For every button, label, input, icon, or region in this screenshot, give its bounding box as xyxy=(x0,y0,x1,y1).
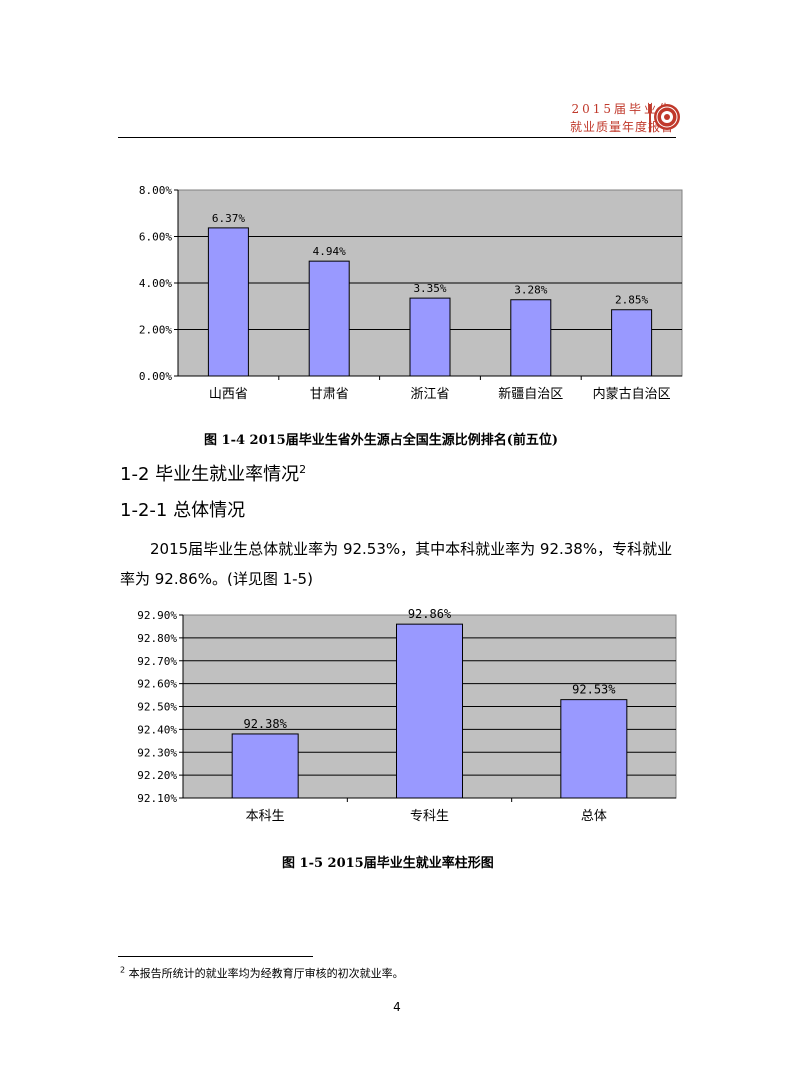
data-label: 92.86% xyxy=(408,607,452,621)
y-tick-label: 92.60% xyxy=(137,678,177,691)
y-tick-label: 92.40% xyxy=(137,723,177,736)
x-tick-label: 山西省 xyxy=(209,387,248,402)
y-tick-label: 4.00% xyxy=(139,277,172,290)
bar xyxy=(409,297,451,377)
y-tick-label: 0.00% xyxy=(139,370,172,383)
data-label: 92.53% xyxy=(572,683,616,697)
section-heading-1-2-text: 1-2 毕业生就业率情况 xyxy=(120,464,300,485)
y-tick-label: 92.10% xyxy=(137,792,177,805)
data-label: 2.85% xyxy=(615,294,648,307)
chart1-caption: 图 1-4 2015届毕业生省外生源占全国生源比例排名(前五位) xyxy=(204,433,559,448)
chart2-caption: 图 1-5 2015届毕业生就业率柱形图 xyxy=(282,856,494,871)
x-tick-label: 总体 xyxy=(581,809,607,824)
bar xyxy=(308,260,350,377)
x-tick-label: 专科生 xyxy=(410,809,449,824)
chart-outside-province-ratio: 0.00% 2.00% 4.00% 6.00% 8.00% 6.37% 山西省 4.94% 甘肃… xyxy=(139,184,683,402)
bar xyxy=(560,699,628,799)
chart-employment-rate: 92.10% 92.20% 92.30% 92.40% 92.50% 92.60% 92.7… xyxy=(137,607,677,824)
section-heading-1-2: 1-2 毕业生就业率情况2 xyxy=(120,460,306,486)
x-tick-label: 本科生 xyxy=(246,809,285,824)
y-tick-label: 8.00% xyxy=(139,184,172,197)
bar xyxy=(510,299,552,377)
y-tick-label: 92.80% xyxy=(137,632,177,645)
footnote: 2 本报告所统计的就业率均为经教育厅审核的初次就业率。 xyxy=(120,965,404,981)
university-seal-icon xyxy=(654,104,680,130)
x-tick-label: 浙江省 xyxy=(410,387,449,402)
bar xyxy=(207,227,249,377)
y-tick-label: 92.70% xyxy=(137,655,177,668)
header-title-line1: 2015届毕业生 xyxy=(571,102,674,116)
y-tick-label: 92.20% xyxy=(137,769,177,782)
y-tick-label: 92.90% xyxy=(137,609,177,622)
data-label: 92.38% xyxy=(243,717,287,731)
summary-paragraph: 2015届毕业生总体就业率为 92.53%，其中本科就业率为 92.38%，专科… xyxy=(120,540,673,588)
footnote-marker: 2 xyxy=(120,965,126,975)
header-rule xyxy=(118,137,676,138)
footnote-text: 本报告所统计的就业率均为经教育厅审核的初次就业率。 xyxy=(128,967,404,980)
bar xyxy=(231,733,299,799)
y-tick-label: 92.50% xyxy=(137,701,177,714)
footnote-rule xyxy=(118,956,313,957)
y-tick-label: 6.00% xyxy=(139,231,172,244)
x-tick-label: 新疆自治区 xyxy=(498,386,563,402)
bar xyxy=(396,623,463,799)
data-label: 6.37% xyxy=(212,212,245,225)
data-label: 3.28% xyxy=(514,284,547,297)
data-label: 4.94% xyxy=(313,245,346,258)
x-tick-label: 内蒙古自治区 xyxy=(593,386,671,402)
header-title-line2: 就业质量年度报告 xyxy=(569,120,674,134)
bar xyxy=(611,309,653,377)
page-number: 4 xyxy=(393,1000,401,1014)
header-separator xyxy=(649,104,651,132)
report-header: 2015届毕业生 就业质量年度报告 xyxy=(570,100,674,135)
data-label: 3.35% xyxy=(413,282,446,295)
x-tick-label: 甘肃省 xyxy=(310,387,349,402)
section-heading-1-2-1: 1-2-1 总体情况 xyxy=(120,500,246,521)
y-tick-label: 92.30% xyxy=(137,746,177,759)
footnote-ref: 2 xyxy=(299,463,307,476)
y-tick-label: 2.00% xyxy=(139,324,172,337)
